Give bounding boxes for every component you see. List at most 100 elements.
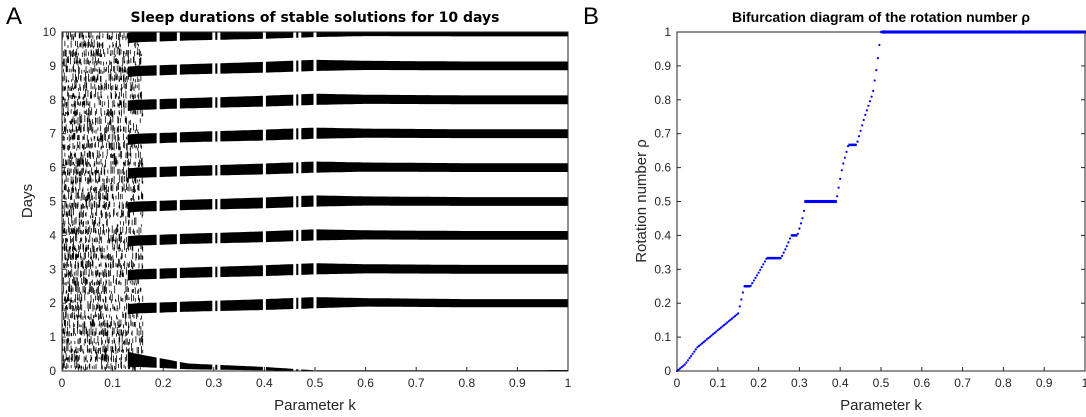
chaotic-sleep-mark bbox=[128, 55, 129, 64]
chaotic-sleep-mark bbox=[101, 322, 103, 326]
chaotic-sleep-mark bbox=[126, 267, 127, 275]
chaotic-sleep-mark bbox=[85, 213, 86, 216]
chaotic-sleep-mark bbox=[75, 367, 76, 370]
chaotic-sleep-mark bbox=[99, 321, 101, 326]
chaotic-sleep-mark bbox=[102, 204, 104, 208]
chaotic-sleep-mark bbox=[132, 290, 134, 294]
chaotic-sleep-mark bbox=[75, 175, 76, 184]
chaotic-sleep-mark bbox=[76, 227, 78, 235]
chaotic-sleep-mark bbox=[100, 54, 102, 58]
chaotic-sleep-mark bbox=[93, 365, 95, 370]
chaotic-sleep-mark bbox=[96, 49, 98, 57]
chaotic-sleep-mark bbox=[70, 302, 71, 310]
transition-gap bbox=[313, 32, 317, 371]
chaotic-sleep-mark bbox=[98, 324, 100, 327]
chaotic-sleep-mark bbox=[90, 110, 91, 116]
chaotic-sleep-mark bbox=[70, 51, 72, 57]
chaotic-sleep-mark bbox=[111, 110, 113, 117]
chaotic-sleep-mark bbox=[117, 307, 119, 312]
chaotic-sleep-mark bbox=[98, 285, 99, 294]
chaotic-sleep-mark bbox=[119, 324, 121, 327]
chaotic-sleep-mark bbox=[109, 262, 111, 268]
chaotic-sleep-mark bbox=[74, 145, 76, 148]
chaotic-sleep-mark bbox=[106, 113, 108, 116]
chaotic-sleep-mark bbox=[121, 264, 122, 270]
chaotic-sleep-mark bbox=[88, 162, 90, 167]
chaotic-sleep-mark bbox=[75, 73, 76, 81]
chaotic-sleep-mark bbox=[79, 96, 81, 100]
chaotic-sleep-mark bbox=[120, 67, 122, 75]
chaotic-sleep-mark bbox=[84, 94, 86, 99]
chaotic-sleep-mark bbox=[71, 285, 73, 292]
chaotic-sleep-mark bbox=[76, 233, 78, 242]
transition-gap bbox=[212, 32, 216, 371]
chaotic-sleep-mark bbox=[65, 111, 66, 116]
chaotic-sleep-mark bbox=[81, 32, 83, 38]
chaotic-sleep-mark bbox=[64, 171, 66, 174]
chaotic-sleep-mark bbox=[79, 112, 81, 116]
chaotic-sleep-mark bbox=[65, 366, 66, 369]
chaotic-sleep-mark bbox=[68, 357, 70, 360]
chaotic-sleep-mark bbox=[83, 96, 84, 100]
chaotic-sleep-mark bbox=[132, 266, 134, 269]
chaotic-sleep-mark bbox=[140, 56, 142, 64]
chaotic-sleep-mark bbox=[79, 240, 81, 244]
chaotic-sleep-mark bbox=[111, 350, 112, 355]
chaotic-sleep-mark bbox=[90, 175, 91, 183]
chaotic-sleep-mark bbox=[113, 350, 114, 353]
chaotic-sleep-mark bbox=[137, 43, 139, 47]
chaotic-sleep-mark bbox=[89, 35, 91, 39]
chart-b-y-tick-label: 0.5 bbox=[654, 195, 671, 209]
chaotic-sleep-mark bbox=[98, 196, 100, 200]
chaotic-sleep-mark bbox=[79, 43, 81, 48]
chaotic-sleep-mark bbox=[75, 281, 76, 286]
rotation-point bbox=[708, 335, 712, 338]
chaotic-sleep-mark bbox=[122, 187, 124, 191]
chaotic-sleep-mark bbox=[71, 304, 73, 312]
chaotic-sleep-mark bbox=[75, 95, 77, 99]
chaotic-sleep-mark bbox=[106, 280, 108, 284]
chaotic-sleep-mark bbox=[98, 96, 100, 100]
chaotic-sleep-mark bbox=[111, 237, 113, 244]
chaotic-sleep-mark bbox=[118, 364, 119, 369]
chaotic-sleep-mark bbox=[70, 205, 71, 209]
chaotic-sleep-mark bbox=[104, 196, 106, 200]
chaotic-sleep-mark bbox=[105, 269, 107, 277]
chaotic-sleep-mark bbox=[139, 151, 141, 159]
chaotic-sleep-mark bbox=[121, 231, 122, 235]
chaotic-sleep-mark bbox=[96, 352, 98, 360]
rotation-point bbox=[864, 113, 867, 116]
chaotic-sleep-mark bbox=[76, 98, 78, 106]
chaotic-sleep-mark bbox=[80, 324, 82, 328]
chaotic-sleep-mark bbox=[129, 161, 131, 165]
chaotic-sleep-mark bbox=[76, 355, 78, 360]
chaotic-sleep-mark bbox=[80, 331, 82, 335]
sleep-band-day-7 bbox=[127, 93, 568, 111]
chaotic-sleep-mark bbox=[113, 259, 114, 268]
chaotic-sleep-mark bbox=[100, 277, 102, 285]
chaotic-sleep-mark bbox=[103, 299, 104, 303]
chaotic-sleep-mark bbox=[109, 307, 111, 312]
chaotic-sleep-mark bbox=[67, 177, 69, 183]
chaotic-sleep-mark bbox=[137, 108, 139, 115]
chaotic-sleep-mark bbox=[127, 151, 129, 159]
chaotic-sleep-mark bbox=[72, 182, 74, 191]
chaotic-sleep-mark bbox=[104, 366, 106, 370]
chaotic-sleep-mark bbox=[73, 111, 75, 115]
chaotic-sleep-mark bbox=[96, 79, 98, 83]
chaotic-sleep-mark bbox=[80, 86, 81, 91]
chaotic-sleep-mark bbox=[123, 329, 124, 335]
chaotic-sleep-mark bbox=[102, 33, 104, 38]
chaotic-sleep-mark bbox=[137, 185, 139, 191]
chaotic-sleep-mark bbox=[118, 117, 119, 124]
chaotic-sleep-mark bbox=[107, 254, 109, 259]
chaotic-sleep-mark bbox=[67, 281, 69, 285]
chaotic-sleep-mark bbox=[85, 49, 87, 56]
chaotic-sleep-mark bbox=[116, 183, 118, 191]
chaotic-sleep-mark bbox=[89, 316, 91, 321]
chaotic-sleep-mark bbox=[136, 229, 138, 234]
chaotic-sleep-mark bbox=[79, 122, 81, 131]
chaotic-sleep-mark bbox=[73, 93, 75, 98]
chaotic-sleep-mark bbox=[78, 65, 79, 74]
chaotic-sleep-mark bbox=[74, 280, 76, 286]
